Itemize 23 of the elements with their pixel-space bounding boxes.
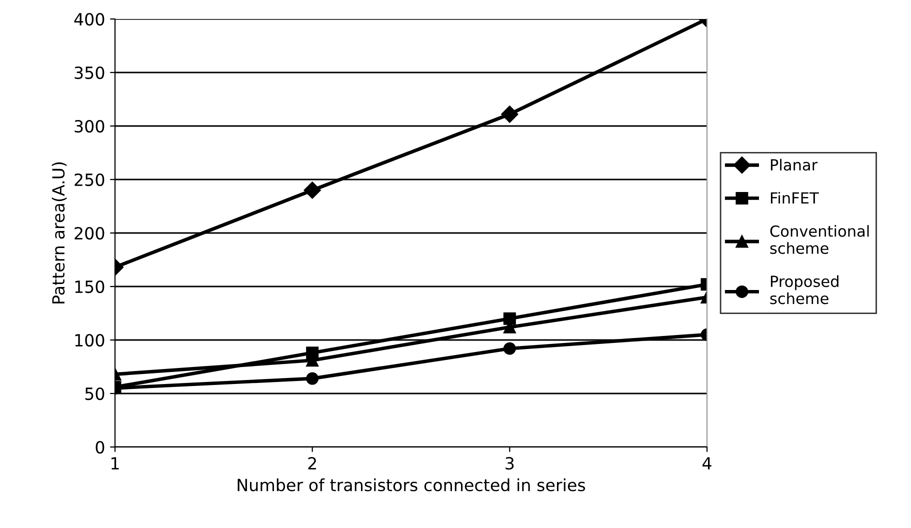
y-tick-label: 350 bbox=[74, 66, 104, 80]
y-tick-label: 0 bbox=[96, 440, 104, 454]
x-tick-label: 4 bbox=[702, 457, 712, 470]
x-tick-label: 1 bbox=[112, 457, 119, 470]
y-tick-label: 100 bbox=[75, 334, 104, 347]
legend-label: Planar bbox=[770, 158, 818, 171]
y-tick-label: 300 bbox=[74, 120, 104, 133]
x-tick-label: 3 bbox=[506, 457, 514, 470]
y-tick-label: 200 bbox=[74, 226, 104, 240]
legend-label: Proposed scheme bbox=[770, 275, 838, 304]
y-tick-label: 50 bbox=[85, 387, 104, 400]
point bbox=[501, 106, 518, 123]
point bbox=[503, 342, 516, 355]
point bbox=[304, 182, 321, 199]
y-tick-label: 400 bbox=[74, 12, 104, 26]
x-axis-title: Number of transistors connected in series bbox=[238, 478, 586, 492]
point bbox=[306, 372, 319, 385]
y-tick-label: 250 bbox=[74, 173, 104, 186]
legend-label: FinFET bbox=[770, 192, 819, 204]
y-tick-label: 150 bbox=[75, 280, 104, 294]
legend-label: Conventional scheme bbox=[770, 225, 869, 254]
x-tick-label: 2 bbox=[308, 457, 316, 470]
y-axis-title: Pattern area(A.U) bbox=[52, 162, 67, 304]
